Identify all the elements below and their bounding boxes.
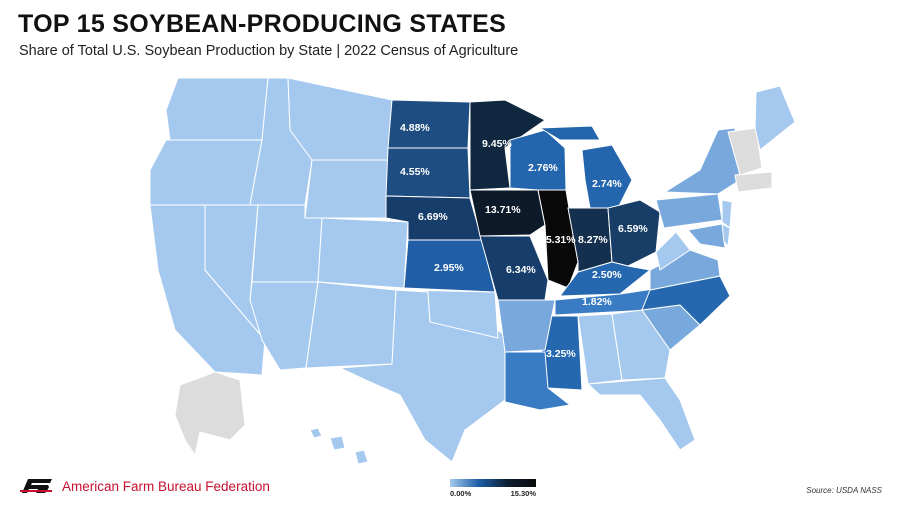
state-florida[interactable] — [587, 377, 696, 451]
state-michigan[interactable] — [581, 144, 633, 209]
state-arkansas[interactable] — [497, 299, 556, 353]
state-new-jersey[interactable] — [721, 199, 733, 229]
state-montana[interactable] — [287, 77, 393, 161]
state-colorado[interactable] — [317, 217, 409, 289]
label-ohio: 6.59% — [618, 223, 648, 235]
state-missouri[interactable] — [479, 235, 549, 301]
state-wyoming[interactable] — [304, 159, 389, 219]
label-kentucky: 2.50% — [592, 269, 622, 281]
state-kansas[interactable] — [403, 239, 496, 293]
state-georgia[interactable] — [611, 309, 671, 381]
state-michigan-up[interactable] — [539, 125, 601, 141]
label-north-dakota: 4.88% — [400, 122, 430, 134]
color-scale-legend: 0.00% 15.30% — [450, 479, 536, 499]
state-louisiana[interactable] — [504, 351, 571, 411]
state-hawaii[interactable] — [309, 427, 369, 465]
state-new-york[interactable] — [664, 127, 741, 195]
label-minnesota: 9.45% — [482, 138, 512, 150]
page-subtitle: Share of Total U.S. Soybean Production b… — [19, 43, 519, 59]
state-new-mexico[interactable] — [305, 281, 397, 369]
label-indiana: 8.27% — [578, 234, 608, 246]
color-scale-bar — [450, 479, 536, 487]
source-note: Source: USDA NASS — [806, 486, 882, 495]
label-michigan: 2.74% — [592, 178, 622, 190]
label-missouri: 6.34% — [506, 264, 536, 276]
label-kansas: 2.95% — [434, 262, 464, 274]
label-iowa: 13.71% — [485, 204, 521, 216]
page-title: TOP 15 SOYBEAN-PRODUCING STATES — [18, 10, 507, 38]
state-pennsylvania[interactable] — [655, 193, 723, 229]
label-illinois: 15.31% — [540, 234, 576, 246]
label-nebraska: 6.69% — [418, 211, 448, 223]
label-south-dakota: 4.55% — [400, 166, 430, 178]
legend-max-label: 15.30% — [510, 489, 536, 498]
state-oregon[interactable] — [149, 139, 263, 206]
legend-min-label: 0.00% — [450, 489, 472, 498]
state-massachusetts-ri-ct[interactable] — [734, 171, 773, 193]
state-iowa[interactable] — [469, 189, 546, 237]
label-wisconsin: 2.76% — [528, 162, 558, 174]
state-alaska[interactable] — [174, 371, 246, 456]
state-maine[interactable] — [754, 85, 796, 151]
state-vermont-nh[interactable] — [727, 127, 763, 176]
label-mississippi: 3.25% — [546, 348, 576, 360]
state-maryland[interactable] — [687, 223, 726, 249]
label-tennessee: 1.82% — [582, 296, 612, 308]
state-washington[interactable] — [165, 77, 269, 141]
state-west-virginia[interactable] — [655, 231, 691, 271]
afbf-logo[interactable]: American Farm Bureau Federation — [18, 478, 270, 494]
state-delaware[interactable] — [721, 223, 731, 247]
fb-logo-icon — [20, 479, 52, 493]
organization-name: American Farm Bureau Federation — [62, 478, 270, 494]
